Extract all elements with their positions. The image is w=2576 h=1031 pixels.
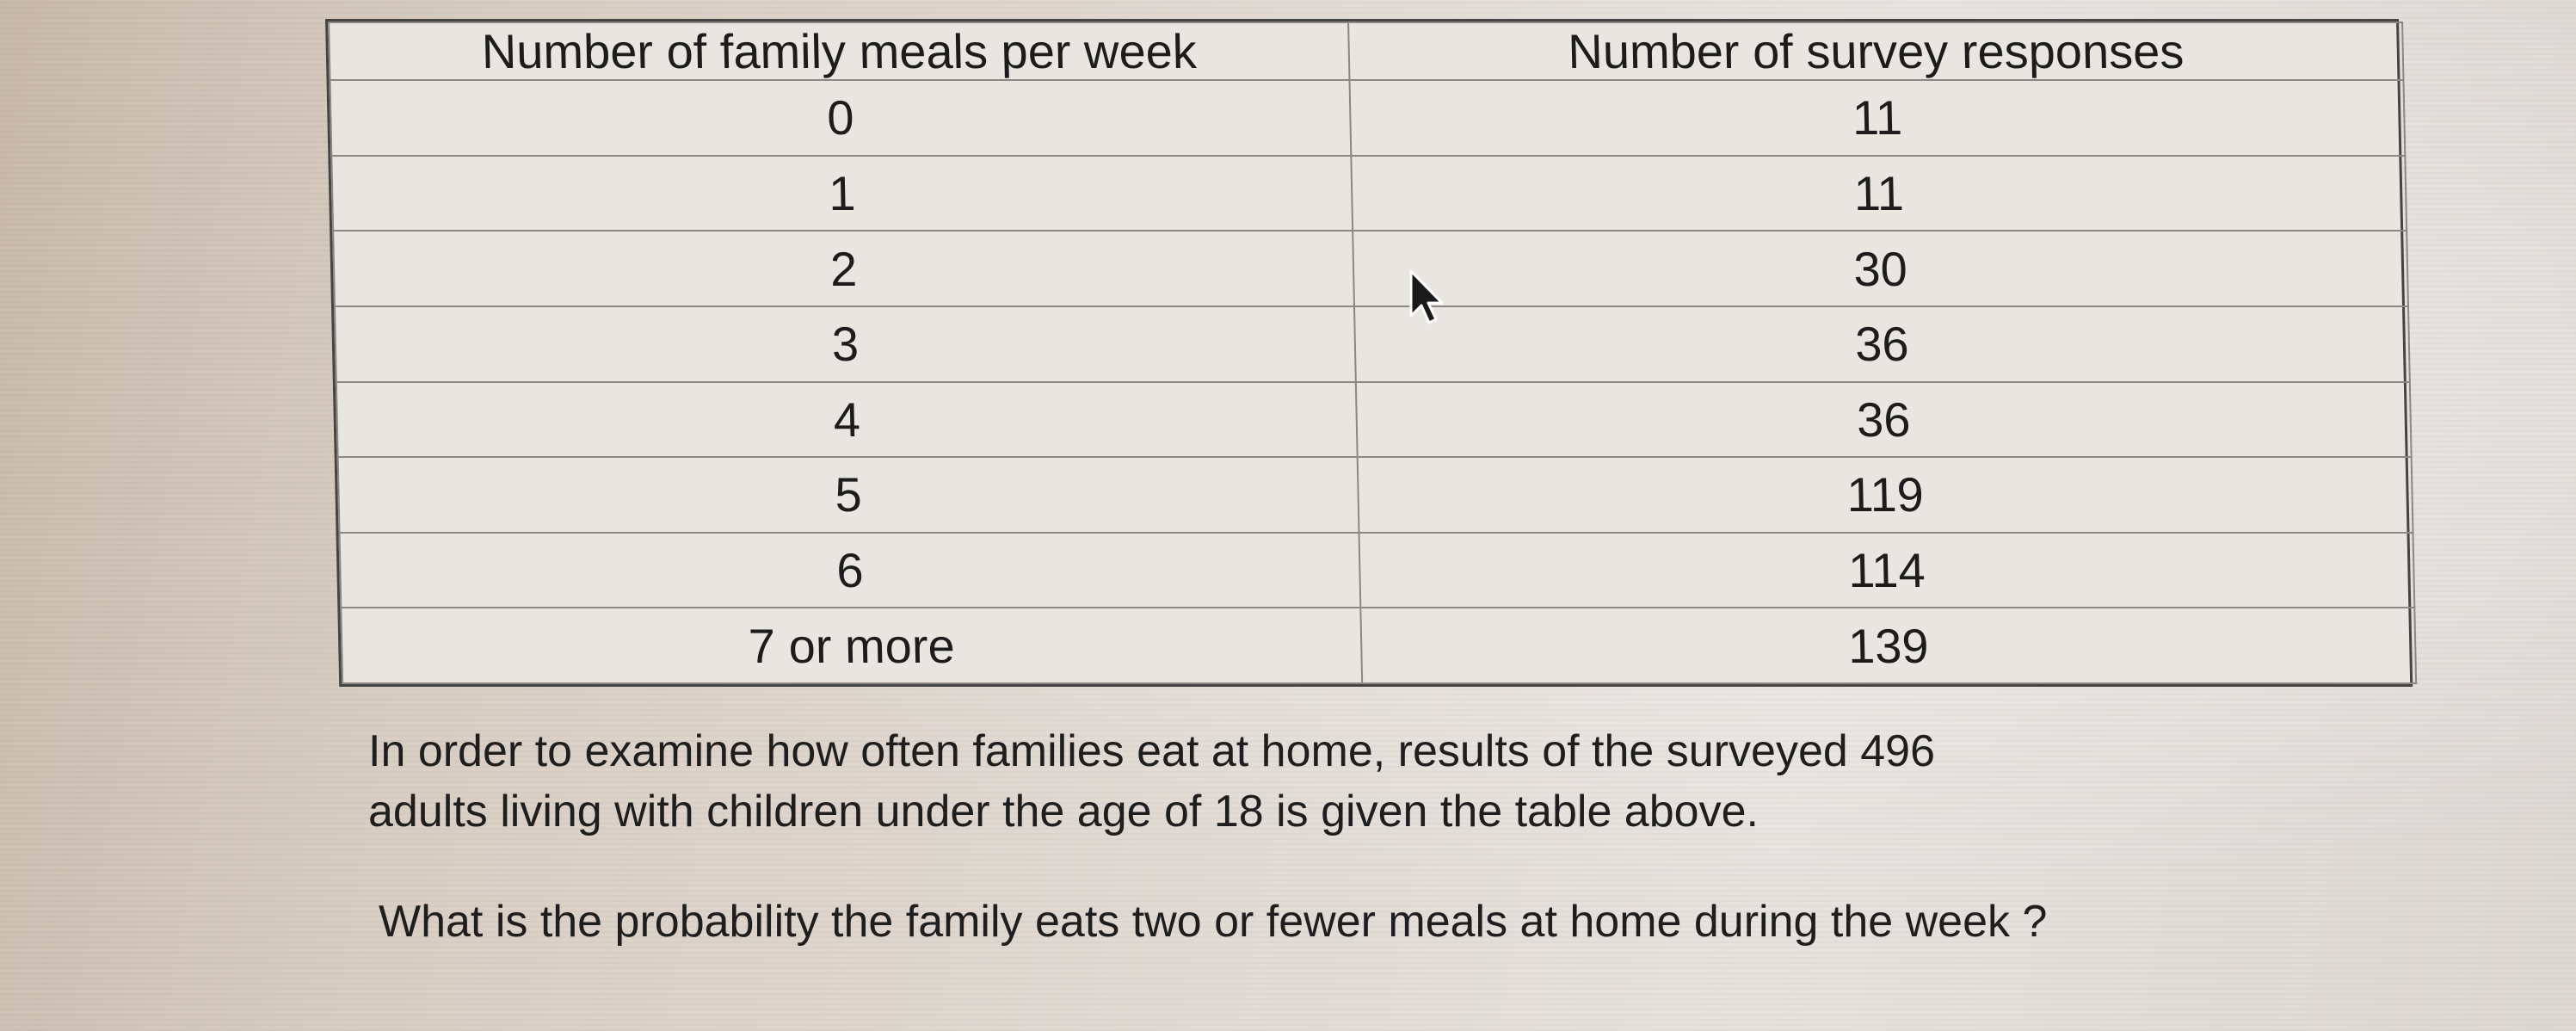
mouse-pointer-icon [1409, 269, 1444, 324]
responses-cell: 36 [1353, 306, 2410, 382]
intro-paragraph: In order to examine how often families e… [368, 721, 1935, 842]
header-meals-per-week: Number of family meals per week [329, 22, 1350, 80]
responses-cell: 30 [1353, 231, 2408, 306]
responses-cell: 36 [1355, 381, 2412, 458]
responses-cell: 11 [1349, 80, 2406, 156]
question-text: What is the probability the family eats … [379, 897, 2048, 947]
responses-cell: 114 [1359, 532, 2415, 608]
table-header-row: Number of family meals per week Number o… [329, 22, 2404, 80]
meals-cell: 6 [339, 532, 1361, 608]
table-row: 0 11 [330, 80, 2406, 156]
meals-cell: 5 [337, 457, 1359, 533]
table-row: 6 114 [339, 532, 2415, 608]
responses-cell: 119 [1357, 457, 2413, 533]
meals-cell: 4 [336, 381, 1358, 458]
responses-cell: 11 [1351, 155, 2407, 232]
meals-cell: 3 [334, 306, 1356, 382]
intro-line: In order to examine how often families e… [368, 726, 1935, 776]
meals-table: Number of family meals per week Number o… [328, 22, 2417, 684]
table-row: 4 36 [336, 381, 2412, 458]
meals-cell: 2 [333, 231, 1354, 306]
table-row: 2 30 [333, 231, 2408, 306]
table-row: 7 or more 139 [341, 608, 2417, 683]
meals-cell: 7 or more [341, 608, 1363, 683]
meals-table-container: Number of family meals per week Number o… [325, 19, 2417, 687]
meals-cell: 1 [331, 155, 1353, 232]
responses-cell: 139 [1360, 608, 2417, 683]
meals-cell: 0 [330, 80, 1352, 156]
intro-line: adults living with children under the ag… [368, 787, 1759, 837]
table-row: 5 119 [337, 457, 2413, 533]
header-survey-responses: Number of survey responses [1348, 22, 2404, 80]
table-row: 3 36 [334, 306, 2410, 382]
table-row: 1 11 [331, 155, 2407, 232]
